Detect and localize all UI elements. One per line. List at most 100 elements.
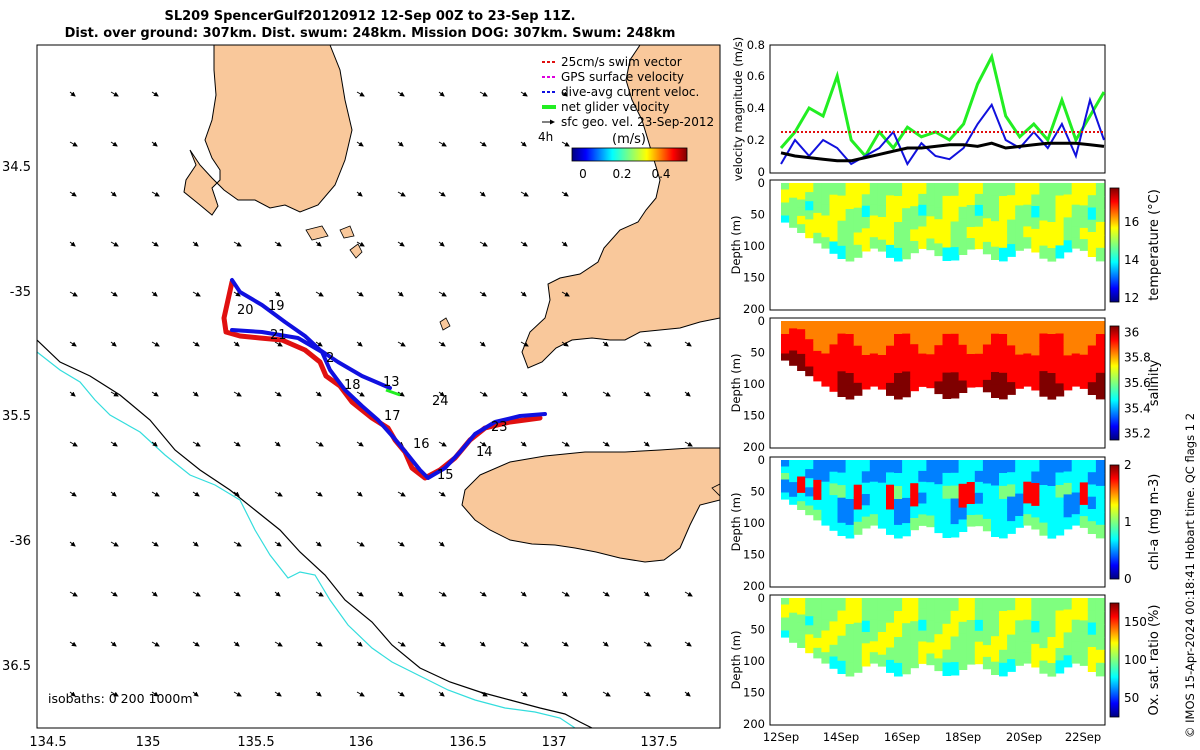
heatmap-cell [918,364,927,376]
heatmap-cell [821,619,831,632]
velocity-arrow [479,691,488,697]
heatmap-cell [813,647,822,659]
heatmap-cell [1007,610,1016,623]
heatmap-cell [821,598,831,610]
heatmap-cell [813,460,822,471]
velocity-arrow [233,441,241,447]
heatmap-cell [942,247,952,261]
heatmap-cell [950,195,960,210]
velocity-arrow [151,541,159,547]
heatmap-cell [1015,205,1024,218]
velocity-arrow [233,691,242,697]
heatmap-cell [877,460,887,472]
heatmap-cell [1039,208,1049,222]
heatmap-cell [1039,623,1049,637]
heatmap-cell [974,375,984,388]
colorbar-tick: 35.8 [1124,351,1151,365]
heatmap-cell [991,623,1000,637]
heatmap-cell [829,518,839,531]
velocity-arrow [479,591,487,597]
velocity-arrow [520,391,528,397]
velocity-arrow [520,91,528,97]
heatmap-cell [926,332,936,344]
heatmap-cell [950,183,960,197]
heatmap-cell [1063,643,1073,656]
heatmap-cell [805,330,814,340]
velocity-arrow [602,591,610,597]
heatmap-cell [1063,343,1073,356]
velocity-arrow [356,541,365,547]
heatmap-cell [1007,634,1016,648]
velocity-arrow [69,241,76,247]
heatmap-cell [1047,386,1057,400]
heatmap-cell [1079,493,1089,506]
heatmap-cell [877,377,887,390]
map-legend: 25cm/s swim vector GPS surface velocity … [538,55,714,147]
heatmap-cell [1071,193,1081,206]
map-frame [36,44,721,729]
heatmap-cell [886,358,895,372]
heatmap-cell [982,321,992,334]
velocity-arrow [315,341,323,347]
heatmap-cell [999,485,1008,500]
heatmap-cell [934,598,944,611]
heatmap-cell [999,234,1008,249]
velocity-arrow [151,341,160,347]
heatmap-cell [910,206,919,219]
heatmap-cell [837,383,847,397]
heatmap-cell [894,360,903,374]
heatmap-cell [999,524,1008,539]
heatmap-cell [999,598,1008,612]
depth-tick: 200 [743,440,765,454]
heatmap-cell [829,206,839,219]
heatmap-cell [934,381,944,395]
heatmap-cell [805,496,814,507]
heatmap-cell [1023,608,1032,621]
heatmap-cell [950,598,960,612]
heatmap-cell [1087,207,1097,221]
heatmap-cell [1015,332,1024,344]
heatmap-cell [821,503,831,515]
colorbar-tick: 1 [1124,515,1132,529]
heatmap-cell [934,508,944,521]
heatmap-cell [991,321,1000,335]
heatmap-cell [813,222,822,234]
heatmap-cell [797,199,806,209]
velocity-arrow [561,241,568,247]
heatmap-cell [886,521,895,535]
velocity-arrow [643,591,650,597]
heatmap-cell [829,356,839,369]
velocity-arrow [315,541,322,547]
heatmap-cell [1023,353,1032,365]
heatmap-cell [805,598,814,608]
heatmap-cell [829,598,839,611]
heatmap-cell [1023,630,1032,642]
heatmap-cell [999,372,1008,387]
velocity-arrow [315,691,322,697]
heatmap-cell [958,507,968,521]
heatmap-cell [950,498,960,512]
heatmap-cell [869,503,879,515]
heatmap-cell [974,630,984,643]
heatmap-cell [982,483,992,496]
heatmap-cell [926,227,936,240]
heatmap-cell [942,636,952,651]
heatmap-cell [813,232,822,244]
heatmap-cell [999,221,1008,236]
heatmap-cell [886,460,895,473]
heatmap-cell [877,654,887,667]
heatmap-cell [1079,227,1089,240]
velocity-arrow [520,591,527,597]
velocity-arrow [110,141,118,147]
velocity-arrow [151,491,160,497]
heatmap-cell [877,632,887,644]
track-label: 21 [270,328,287,343]
heatmap-cell [902,497,911,512]
heatmap-cell [886,195,895,209]
heatmap-cell [886,484,895,498]
heatmap-cell [877,321,887,333]
heatmap-cell [869,183,879,195]
heatmap-cell [966,227,976,239]
heatmap-cell [1047,525,1057,539]
heatmap-cell [845,598,855,612]
